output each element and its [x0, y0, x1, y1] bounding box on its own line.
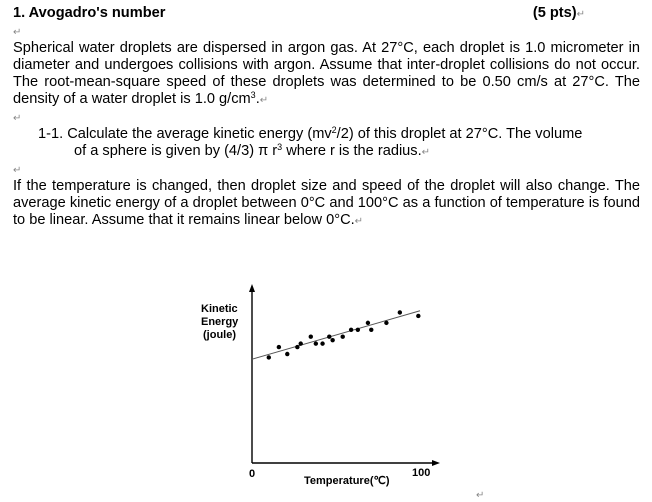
data-point — [384, 320, 389, 326]
superscript: 3 — [250, 90, 256, 100]
question-points: (5 pts) — [532, 5, 577, 21]
data-point — [313, 341, 319, 346]
paragraph-mark: ↵ — [576, 9, 585, 20]
data-point — [327, 334, 332, 339]
data-point — [266, 355, 271, 360]
question-header: 1. Avogadro's number (5 pts)↵ — [13, 5, 640, 23]
intro-paragraph: Spherical water droplets are dispersed i… — [13, 40, 640, 109]
x-tick-label-0: 0 — [249, 468, 255, 480]
y-label-line-1: Kinetic — [201, 303, 238, 315]
data-point — [308, 334, 313, 339]
data-point — [348, 327, 354, 332]
paragraph-mark: ↵ — [259, 95, 269, 106]
data-point — [298, 341, 303, 346]
superscript: 3 — [277, 142, 283, 152]
document: 1. Avogadro's number (5 pts)↵ ↵ Spherica… — [13, 5, 640, 230]
x-tick-label-100: 100 — [412, 467, 430, 479]
subquestion-1-1: 1-1. Calculate the average kinetic energ… — [13, 126, 640, 161]
paragraph-mark: ↵ — [13, 113, 22, 124]
second-paragraph: If the temperature is changed, then drop… — [13, 178, 640, 230]
x-axis-arrow-icon — [432, 460, 440, 466]
chart-axes — [249, 284, 440, 466]
para2-text: If the temperature is changed, then drop… — [13, 178, 640, 228]
period: . — [255, 91, 260, 107]
y-axis-arrow-icon — [249, 284, 255, 292]
data-point — [365, 320, 371, 326]
data-point — [295, 344, 300, 350]
sub-text: where r is the radius. — [282, 143, 422, 159]
data-point — [397, 310, 403, 315]
data-point — [369, 327, 374, 332]
data-point — [416, 313, 421, 319]
data-point — [285, 351, 290, 357]
superscript: 2 — [331, 125, 337, 135]
sub-text: /2) of this droplet at 27°C. The volume — [336, 126, 583, 142]
data-point — [340, 334, 345, 339]
paragraph-mark: ↵ — [13, 165, 22, 176]
data-point — [355, 327, 361, 332]
x-axis-label: Temperature(℃) — [304, 475, 390, 487]
fit-line — [251, 310, 421, 360]
data-point — [330, 337, 335, 343]
y-label-line-2: Energy — [201, 316, 239, 328]
paragraph-mark: ↵ — [354, 216, 364, 227]
sub-text: 1-1. Calculate the average kinetic energ… — [38, 126, 332, 142]
paragraph-mark: ↵ — [421, 147, 431, 158]
y-label-line-3: (joule) — [203, 329, 236, 341]
paragraph-mark: ↵ — [476, 490, 484, 501]
intro-text: Spherical water droplets are dispersed i… — [13, 40, 640, 107]
data-point — [320, 341, 325, 346]
paragraph-mark: ↵ — [13, 27, 22, 38]
sub-text: of a sphere is given by (4/3) π r — [74, 143, 278, 159]
question-title: 1. Avogadro's number — [13, 5, 166, 21]
data-point — [276, 344, 282, 350]
